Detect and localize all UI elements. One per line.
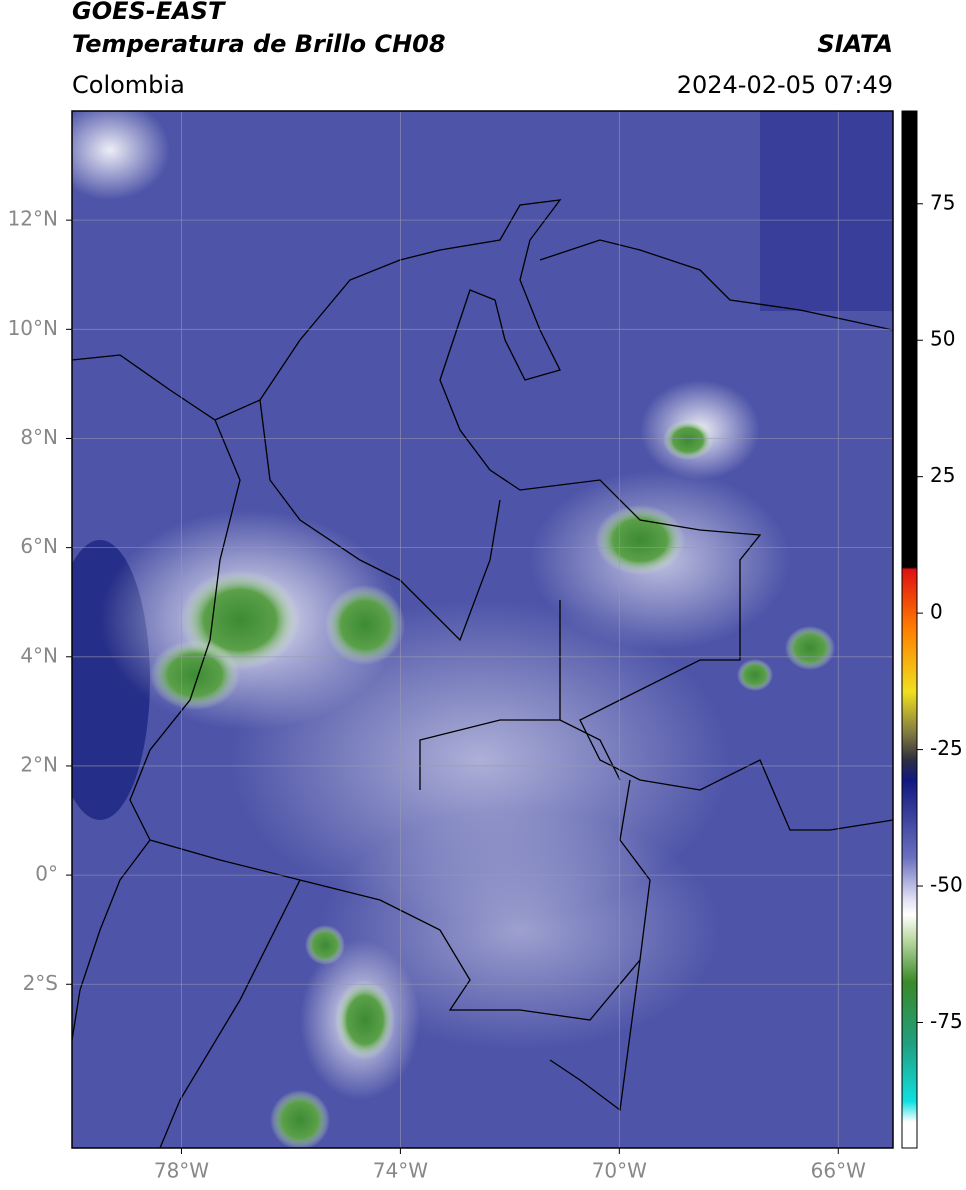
source: SIATA bbox=[817, 30, 893, 58]
colorbar-tick-label: -50 bbox=[930, 873, 963, 897]
subtitle: Temperatura de Brillo CH08 bbox=[72, 30, 446, 58]
colorbar-tick-label: -25 bbox=[930, 736, 963, 760]
colorbar-tick-label: -75 bbox=[930, 1009, 963, 1033]
colorbar bbox=[901, 110, 918, 1149]
satellite-image bbox=[72, 111, 893, 1148]
map-grid bbox=[72, 111, 893, 1148]
lat-tick-label: 4°N bbox=[20, 643, 58, 667]
lon-tick-label: 74°W bbox=[373, 1159, 428, 1183]
lon-tick-label: 78°W bbox=[154, 1159, 209, 1183]
title: GOES-EAST bbox=[72, 0, 226, 25]
colorbar-tick-label: 25 bbox=[930, 463, 955, 487]
lat-tick-label: 10°N bbox=[8, 316, 58, 340]
colorbar-tick-label: 0 bbox=[930, 600, 943, 624]
lat-tick-label: 6°N bbox=[20, 534, 58, 558]
lon-tick-label: 66°W bbox=[811, 1159, 866, 1183]
lon-tick-label: 70°W bbox=[592, 1159, 647, 1183]
colorbar-tick-label: 75 bbox=[930, 190, 955, 214]
region: Colombia bbox=[72, 71, 185, 99]
lat-tick-label: 8°N bbox=[20, 425, 58, 449]
lat-tick-label: 0° bbox=[35, 862, 58, 886]
lat-tick-label: 12°N bbox=[8, 207, 58, 231]
map-frame bbox=[71, 110, 894, 1149]
lat-tick-label: 2°S bbox=[23, 971, 58, 995]
lat-tick-label: 2°N bbox=[20, 752, 58, 776]
colorbar-tick-label: 50 bbox=[930, 327, 955, 351]
timestamp: 2024-02-05 07:49 bbox=[677, 71, 893, 99]
